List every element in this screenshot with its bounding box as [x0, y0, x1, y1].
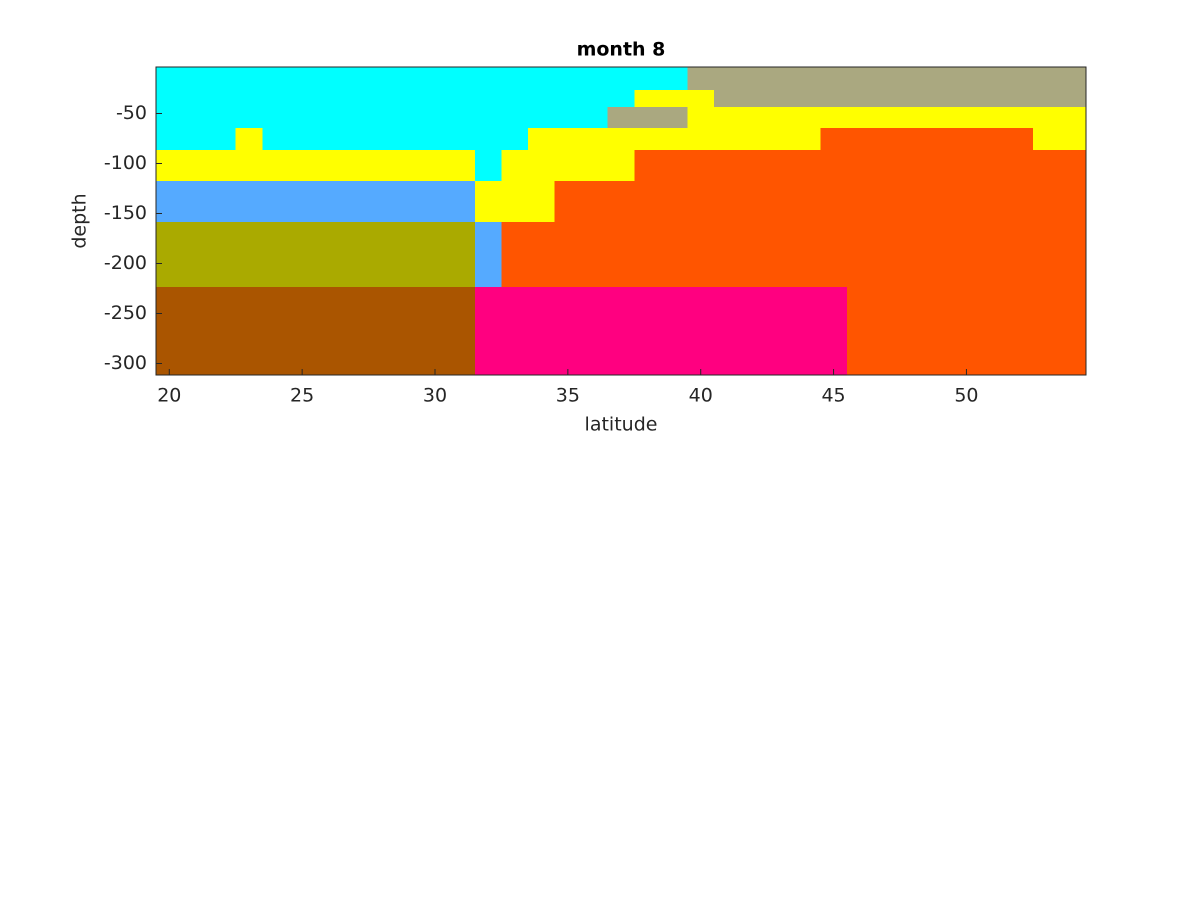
- cell: [156, 150, 476, 182]
- x-tick-label: 30: [423, 385, 447, 407]
- y-tick-label: -50: [116, 102, 147, 124]
- y-tick-label: -100: [104, 152, 147, 174]
- y-axis-label: depth: [69, 193, 91, 248]
- cell: [156, 181, 476, 223]
- cell: [474, 181, 556, 223]
- cell: [554, 181, 1087, 223]
- cell: [474, 222, 502, 288]
- cell: [156, 222, 476, 288]
- x-tick-label: 25: [290, 385, 314, 407]
- cell: [501, 150, 635, 182]
- cell: [156, 90, 635, 108]
- cell: [607, 107, 688, 129]
- cell: [501, 222, 1087, 288]
- y-tick-label: -200: [104, 252, 147, 274]
- cell: [687, 67, 1087, 91]
- x-tick-label: 35: [556, 385, 580, 407]
- cell: [156, 67, 688, 91]
- cell: [1032, 128, 1087, 151]
- cell: [528, 128, 821, 151]
- cell: [820, 128, 1034, 151]
- cell: [634, 90, 715, 108]
- cell: [156, 128, 237, 151]
- x-tick-label: 20: [157, 385, 181, 407]
- cell: [687, 107, 1087, 129]
- cell: [634, 150, 1087, 182]
- chart-title: month 8: [577, 39, 666, 61]
- cell: [235, 128, 263, 151]
- y-tick-label: -250: [104, 302, 147, 324]
- cell: [156, 107, 609, 129]
- cell: [714, 90, 1087, 108]
- x-tick-label: 50: [954, 385, 978, 407]
- y-tick-label: -150: [104, 202, 147, 224]
- cell: [474, 287, 848, 376]
- cell: [474, 150, 502, 182]
- cell: [846, 287, 1087, 376]
- cell: [156, 287, 476, 376]
- x-tick-label: 45: [821, 385, 845, 407]
- plot-frame: [155, 66, 1087, 376]
- x-tick-label: 40: [689, 385, 713, 407]
- cell: [262, 128, 529, 151]
- y-tick-label: -300: [104, 352, 147, 374]
- x-axis-label: latitude: [585, 414, 658, 436]
